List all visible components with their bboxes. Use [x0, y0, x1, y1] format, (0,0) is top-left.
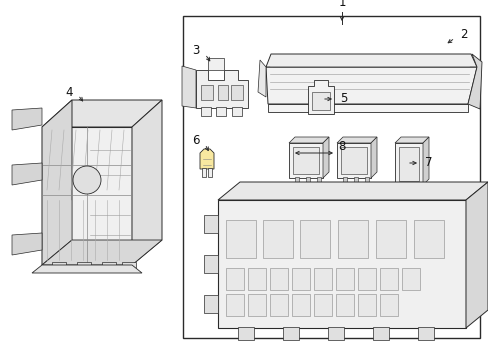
Bar — [335, 294, 353, 316]
Text: 4: 4 — [65, 85, 73, 99]
Polygon shape — [12, 233, 42, 255]
Bar — [218, 85, 227, 100]
Polygon shape — [182, 66, 196, 108]
Polygon shape — [465, 182, 487, 328]
Bar — [225, 294, 244, 316]
Bar — [247, 294, 265, 316]
Bar — [269, 268, 287, 290]
Bar — [340, 147, 366, 174]
Bar — [291, 294, 309, 316]
Polygon shape — [467, 54, 481, 109]
Bar — [401, 268, 419, 290]
Polygon shape — [394, 143, 422, 185]
Bar — [122, 262, 136, 270]
Text: 8: 8 — [337, 140, 345, 153]
Polygon shape — [394, 137, 428, 143]
Bar — [357, 294, 375, 316]
Bar — [263, 220, 292, 258]
Polygon shape — [336, 137, 376, 143]
Bar — [201, 85, 213, 100]
Bar — [379, 268, 397, 290]
Bar — [294, 177, 298, 184]
Bar — [299, 220, 329, 258]
Polygon shape — [218, 200, 465, 328]
Bar — [313, 294, 331, 316]
Polygon shape — [265, 54, 476, 67]
Bar — [417, 327, 433, 340]
Bar — [372, 327, 388, 340]
Polygon shape — [288, 137, 328, 143]
Bar — [231, 107, 242, 116]
Polygon shape — [323, 137, 328, 178]
Polygon shape — [288, 143, 323, 178]
Bar — [353, 177, 357, 184]
Polygon shape — [307, 80, 333, 114]
Bar — [335, 268, 353, 290]
Bar — [375, 220, 405, 258]
Bar — [77, 262, 91, 270]
Text: 2: 2 — [459, 28, 467, 41]
Bar — [203, 215, 218, 233]
Bar — [202, 168, 205, 177]
Bar — [230, 85, 243, 100]
Bar — [207, 168, 212, 177]
Text: 5: 5 — [339, 93, 346, 105]
Polygon shape — [258, 60, 265, 97]
Bar — [283, 327, 298, 340]
Bar — [247, 268, 265, 290]
Polygon shape — [42, 240, 162, 265]
Polygon shape — [207, 58, 224, 70]
Polygon shape — [12, 108, 42, 130]
Circle shape — [73, 166, 101, 194]
Polygon shape — [370, 137, 376, 178]
Polygon shape — [42, 100, 162, 127]
Bar — [327, 327, 343, 340]
Bar — [337, 220, 367, 258]
Bar — [342, 177, 346, 184]
Polygon shape — [218, 182, 487, 200]
Bar — [225, 268, 244, 290]
Polygon shape — [267, 104, 467, 112]
Bar — [269, 294, 287, 316]
Polygon shape — [200, 149, 214, 169]
Polygon shape — [42, 127, 132, 265]
Polygon shape — [196, 70, 247, 108]
Bar — [313, 268, 331, 290]
Polygon shape — [422, 137, 428, 185]
Bar — [398, 147, 418, 181]
Bar — [203, 295, 218, 313]
Polygon shape — [42, 100, 72, 265]
Text: 7: 7 — [424, 157, 431, 170]
Bar — [357, 268, 375, 290]
Polygon shape — [265, 67, 476, 104]
Bar — [311, 92, 329, 110]
Bar — [379, 294, 397, 316]
Bar — [225, 220, 256, 258]
Bar — [201, 107, 210, 116]
Bar — [203, 255, 218, 273]
Text: 6: 6 — [192, 135, 200, 148]
Text: 3: 3 — [192, 45, 200, 58]
Bar — [364, 177, 368, 184]
Bar — [216, 107, 225, 116]
Bar — [238, 327, 253, 340]
Bar — [413, 220, 443, 258]
Polygon shape — [132, 100, 162, 265]
Bar — [305, 177, 309, 184]
Bar — [102, 262, 116, 270]
Polygon shape — [12, 163, 42, 185]
Bar — [183, 16, 479, 338]
Bar — [52, 262, 66, 270]
Bar — [291, 268, 309, 290]
Polygon shape — [336, 143, 370, 178]
Text: 1: 1 — [338, 0, 345, 9]
Bar — [292, 147, 318, 174]
Polygon shape — [32, 265, 142, 273]
Bar — [316, 177, 320, 184]
